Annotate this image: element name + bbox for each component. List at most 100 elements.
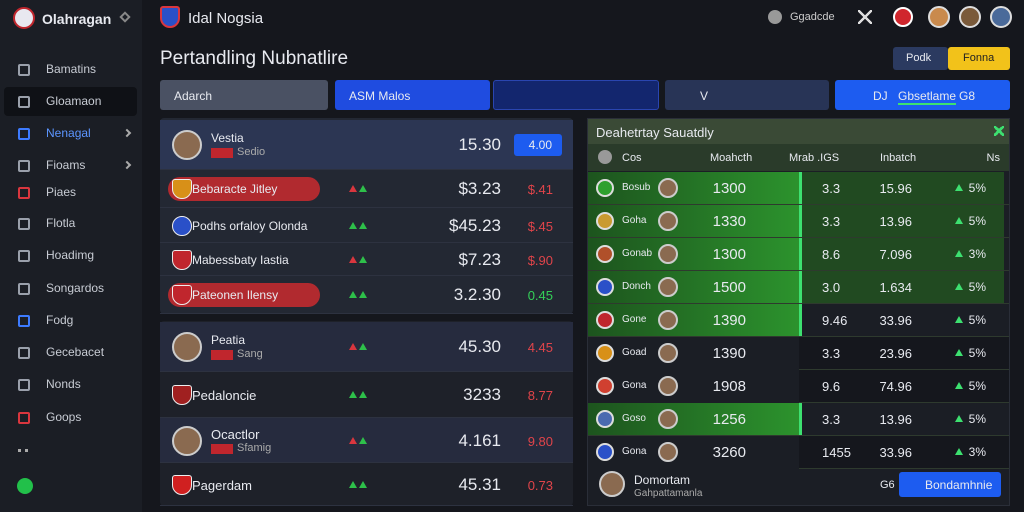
change[interactable]: 4.00 [528,138,552,152]
filter-label[interactable]: ASM Malos [349,89,411,103]
stat: 13.96 [879,214,912,229]
table-close[interactable] [994,126,1004,136]
button-label[interactable]: Podk [906,52,932,64]
btn-fonna[interactable] [948,47,1010,70]
table-row[interactable] [588,304,1009,337]
team-badge [596,410,614,428]
filter-label[interactable]: G8 [959,89,976,103]
nav-item[interactable]: Songardos [46,281,105,295]
change: 9.80 [527,433,553,449]
app-shield [160,6,180,28]
nav-item[interactable]: Bamatins [46,62,97,76]
match-row[interactable] [160,463,573,506]
trend-icon [955,217,963,224]
match-row[interactable] [160,372,573,418]
filter-label[interactable]: DJ [873,89,888,103]
change: 0.45 [527,288,553,303]
team-badge [596,245,614,263]
footer-button[interactable] [899,472,1001,497]
row-bg [588,337,799,370]
btn-podk[interactable] [893,47,948,70]
page-title: Pertandling Nubnatlire [160,48,349,69]
trend-icon [955,448,963,455]
nav-item[interactable]: Nenagal [46,126,91,140]
team-name: Goad [622,347,647,358]
odds-button[interactable] [514,134,562,156]
pct: 5% [968,181,986,195]
filter-label[interactable]: V [700,89,709,103]
column-label: Inbatch [880,152,917,164]
trend-icon [349,391,357,398]
nav-item[interactable]: Nonds [46,377,81,391]
table-row[interactable] [588,271,1009,304]
team-badge [596,278,614,296]
nav-item[interactable]: Goops [46,410,82,424]
close-icon[interactable] [858,10,872,24]
more-icon [18,449,28,452]
nav-item[interactable]: Gloamaon [46,94,102,108]
nav-item[interactable]: Fodg [46,313,74,327]
team-badge [596,179,614,197]
pct: 5% [968,412,986,426]
nav-icon [18,379,30,391]
filter[interactable] [665,80,829,110]
nav-item[interactable]: Piaes [46,185,77,199]
nav-item[interactable]: Gecebacet [46,345,105,359]
player-avatar [658,376,678,396]
nav-item[interactable]: Flotla [46,216,76,230]
filter[interactable] [160,80,328,110]
nav-active[interactable] [4,87,137,116]
nav-icon [18,64,30,76]
pct: 3% [968,247,986,261]
nav-item[interactable]: Hoadimg [46,248,95,262]
odds: 45.31 [458,474,501,494]
button-label[interactable]: Bondamhnie [925,478,993,492]
match-row[interactable] [160,170,573,208]
match-row[interactable] [160,243,573,276]
team-badge [172,179,192,199]
nav-item[interactable]: Fioams [46,158,86,172]
change: 4.45 [527,340,553,355]
match-row[interactable] [160,120,573,170]
team-badge [596,377,614,395]
table-row[interactable] [588,172,1009,205]
flag [211,443,233,454]
team-pill [168,283,320,307]
footer-value: G6 [880,479,895,491]
filter[interactable] [335,80,490,110]
stat: 9.46 [822,313,848,328]
button-label[interactable]: Fonna [963,52,995,64]
trend-icon [359,291,367,298]
match-row[interactable] [160,208,573,243]
nav-icon [18,347,30,359]
match-row[interactable] [160,276,573,314]
filter[interactable] [835,80,1010,110]
avatar [959,6,981,28]
table-row[interactable] [588,403,1009,436]
table-row[interactable] [588,205,1009,238]
filter[interactable] [493,80,659,110]
table-row[interactable] [588,238,1009,271]
team-name: Podhs orfaloy Olonda [192,218,308,233]
filter-label[interactable]: Adarch [174,89,213,103]
stat: 1.634 [879,280,912,295]
odds: 1390 [712,345,746,362]
odds: 1500 [712,279,746,296]
odds: 4.161 [458,430,501,450]
filter-label[interactable]: Gbsetlame [898,89,957,105]
user-name[interactable]: Ggadcde [790,11,835,23]
nav-icon [18,315,30,327]
trend-icon [955,250,963,257]
row-bg [588,370,799,403]
user-dot [768,10,782,24]
player-avatar [658,277,678,297]
trend-icon [955,184,963,191]
column-label: Moahcth [710,152,753,164]
footer-name: Domortam [634,473,691,487]
team-badge [596,311,614,329]
stat: 7.096 [879,247,912,262]
flag [211,350,233,360]
odds: 3233 [463,385,501,404]
